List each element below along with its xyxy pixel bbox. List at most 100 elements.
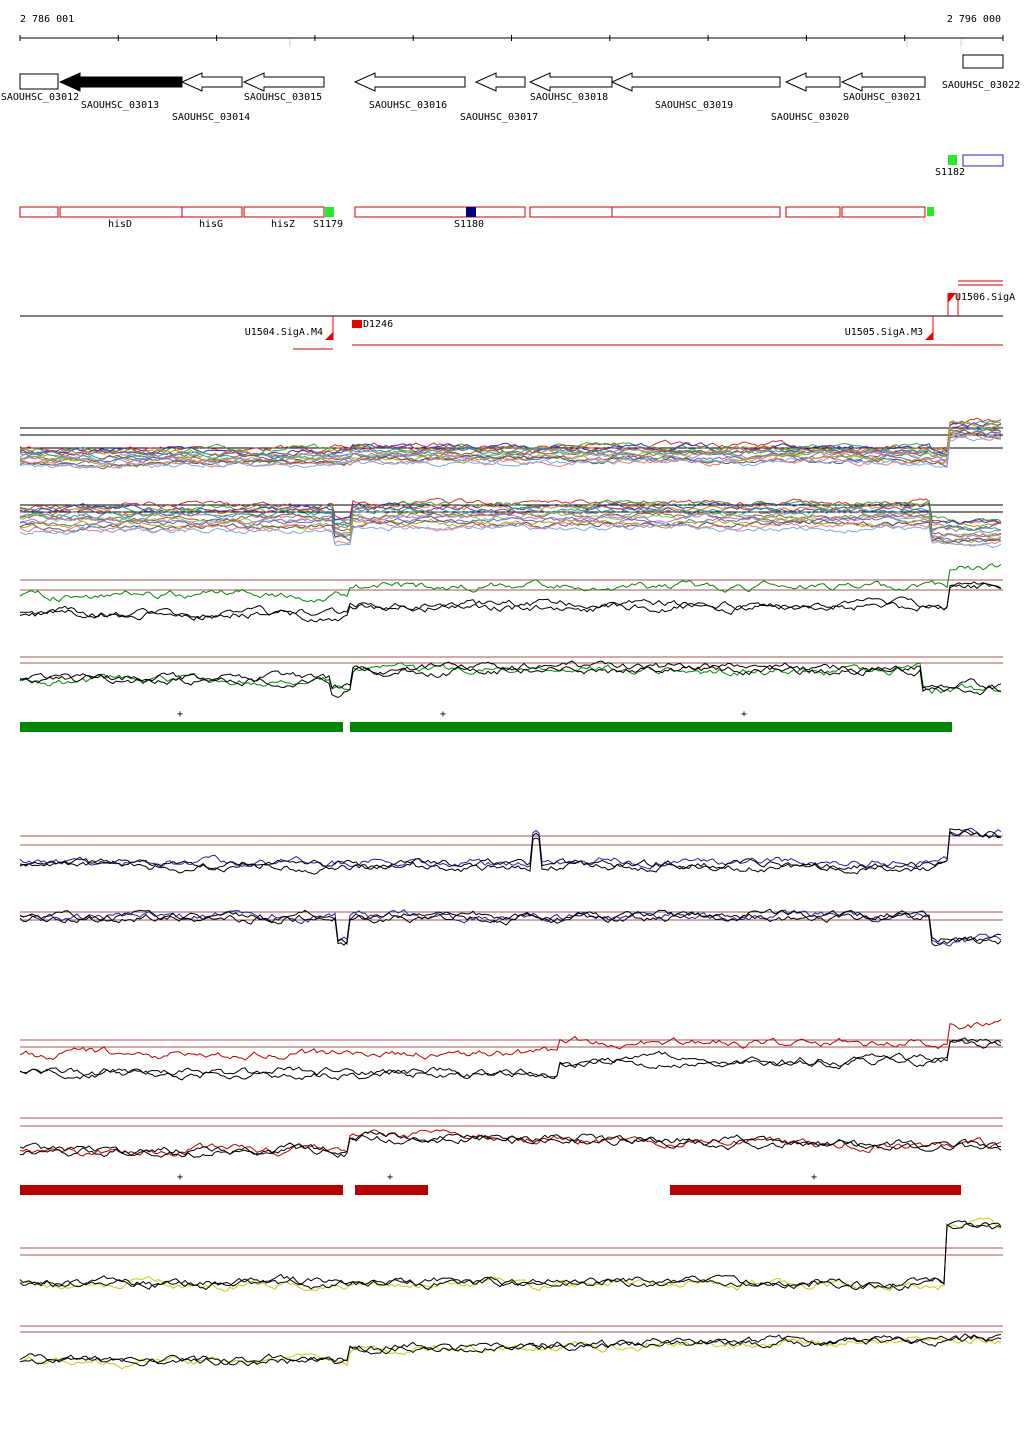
- gene: [528, 72, 613, 92]
- operon-label: hisZ: [271, 219, 295, 230]
- operon-gene: [181, 206, 243, 218]
- signal-trace: [19, 910, 1002, 947]
- gene: [180, 72, 243, 92]
- gene-label: SAOUHSC_03014: [172, 112, 250, 123]
- ruler-end: 2 796 000: [947, 14, 1001, 25]
- signal-trace: [19, 563, 1002, 603]
- gene: [242, 72, 325, 92]
- signal-trace: [19, 1334, 1002, 1367]
- signal-trace: [19, 434, 1002, 469]
- tss-label: U1505.SigA.M3: [845, 327, 923, 338]
- strand-label: +: [741, 709, 747, 720]
- operon-label: hisG: [199, 219, 223, 230]
- tss-label: U1506.SigA: [955, 292, 1015, 303]
- feature-label: S1180: [454, 219, 484, 230]
- gene-label: SAOUHSC_03012: [1, 92, 79, 103]
- operon-gene: [19, 206, 59, 218]
- signal-trace: [19, 660, 1002, 692]
- strand-label: +: [440, 709, 446, 720]
- gene-label: SAOUHSC_03021: [843, 92, 921, 103]
- signal-trace: [19, 1037, 1002, 1081]
- tss-marker: [325, 332, 333, 340]
- signal-trace: [19, 581, 1002, 623]
- signal-trace: [19, 430, 1002, 465]
- gene: [610, 72, 781, 92]
- feature-label: S1182: [935, 167, 965, 178]
- gene: [840, 72, 926, 92]
- signal-trace: [19, 1336, 1002, 1370]
- operon-label: hisD: [108, 219, 132, 230]
- signal-trace: [19, 425, 1002, 465]
- signal-trace: [19, 1131, 1001, 1157]
- feature: [325, 207, 334, 217]
- gene: [474, 72, 526, 92]
- gene: [353, 72, 466, 92]
- gene-label: SAOUHSC_03018: [530, 92, 608, 103]
- gene-label: SAOUHSC_03019: [655, 100, 733, 111]
- signal-trace: [19, 428, 1002, 463]
- signal-trace: [19, 509, 1002, 534]
- signal-trace: [19, 504, 1002, 531]
- operon-gene: [611, 206, 781, 218]
- gene: [784, 72, 841, 92]
- strand-label: +: [177, 709, 183, 720]
- operon-gene: [785, 206, 841, 218]
- signal-trace: [19, 909, 1002, 947]
- feature: [962, 154, 1004, 167]
- signal-trace: [19, 582, 1002, 621]
- operon-gene: [243, 206, 325, 218]
- gene: [19, 73, 59, 90]
- signal-trace: [19, 515, 1002, 543]
- operon-gene: [841, 206, 926, 218]
- tss-marker: [352, 320, 362, 328]
- tss-label: D1246: [363, 319, 393, 330]
- signal-trace: [19, 422, 1002, 457]
- signal-trace: [19, 512, 1002, 539]
- gene-label: SAOUHSC_03020: [771, 112, 849, 123]
- signal-trace: [19, 1134, 1002, 1159]
- strand-label: +: [387, 1172, 393, 1183]
- operon-gene: [354, 206, 526, 218]
- signal-trace: [19, 662, 1002, 694]
- signal-trace: [19, 523, 1002, 548]
- strand-bar: [350, 722, 952, 732]
- signal-trace: [20, 424, 1002, 460]
- gene-label: SAOUHSC_03015: [244, 92, 322, 103]
- signal-trace: [19, 517, 1002, 544]
- tss-marker: [925, 332, 933, 340]
- signal-trace: [19, 1039, 1002, 1080]
- signal-trace: [19, 830, 1002, 875]
- signal-trace: [19, 1220, 1002, 1291]
- signal-trace: [19, 520, 1002, 547]
- gene: [962, 54, 1004, 69]
- gene: [58, 72, 183, 92]
- signal-trace: [19, 502, 1002, 525]
- signal-trace: [19, 827, 1002, 870]
- gene-label: SAOUHSC_03013: [81, 100, 159, 111]
- ruler-start: 2 786 001: [20, 14, 74, 25]
- feature: [466, 207, 476, 217]
- tss-label: U1504.SigA.M4: [245, 327, 323, 338]
- signal-trace: [19, 908, 1002, 946]
- signal-trace: [19, 828, 1002, 873]
- tss-marker: [948, 293, 956, 303]
- operon-gene: [59, 206, 183, 218]
- strand-label: +: [177, 1172, 183, 1183]
- signal-trace: [19, 1217, 1002, 1292]
- signal-trace: [19, 664, 1002, 699]
- signal-trace: [19, 1333, 1002, 1367]
- feature-label: S1179: [313, 219, 343, 230]
- strand-label: +: [811, 1172, 817, 1183]
- gene-label: SAOUHSC_03016: [369, 100, 447, 111]
- feature: [948, 155, 957, 165]
- gene-label: SAOUHSC_03022: [942, 80, 1020, 91]
- strand-bar: [670, 1185, 961, 1195]
- strand-bar: [20, 1185, 343, 1195]
- strand-bar: [20, 722, 343, 732]
- signal-trace: [19, 1129, 1002, 1157]
- feature: [927, 207, 934, 216]
- signal-trace: [19, 506, 1002, 532]
- signal-trace: [19, 1222, 1002, 1291]
- operon-gene: [529, 206, 613, 218]
